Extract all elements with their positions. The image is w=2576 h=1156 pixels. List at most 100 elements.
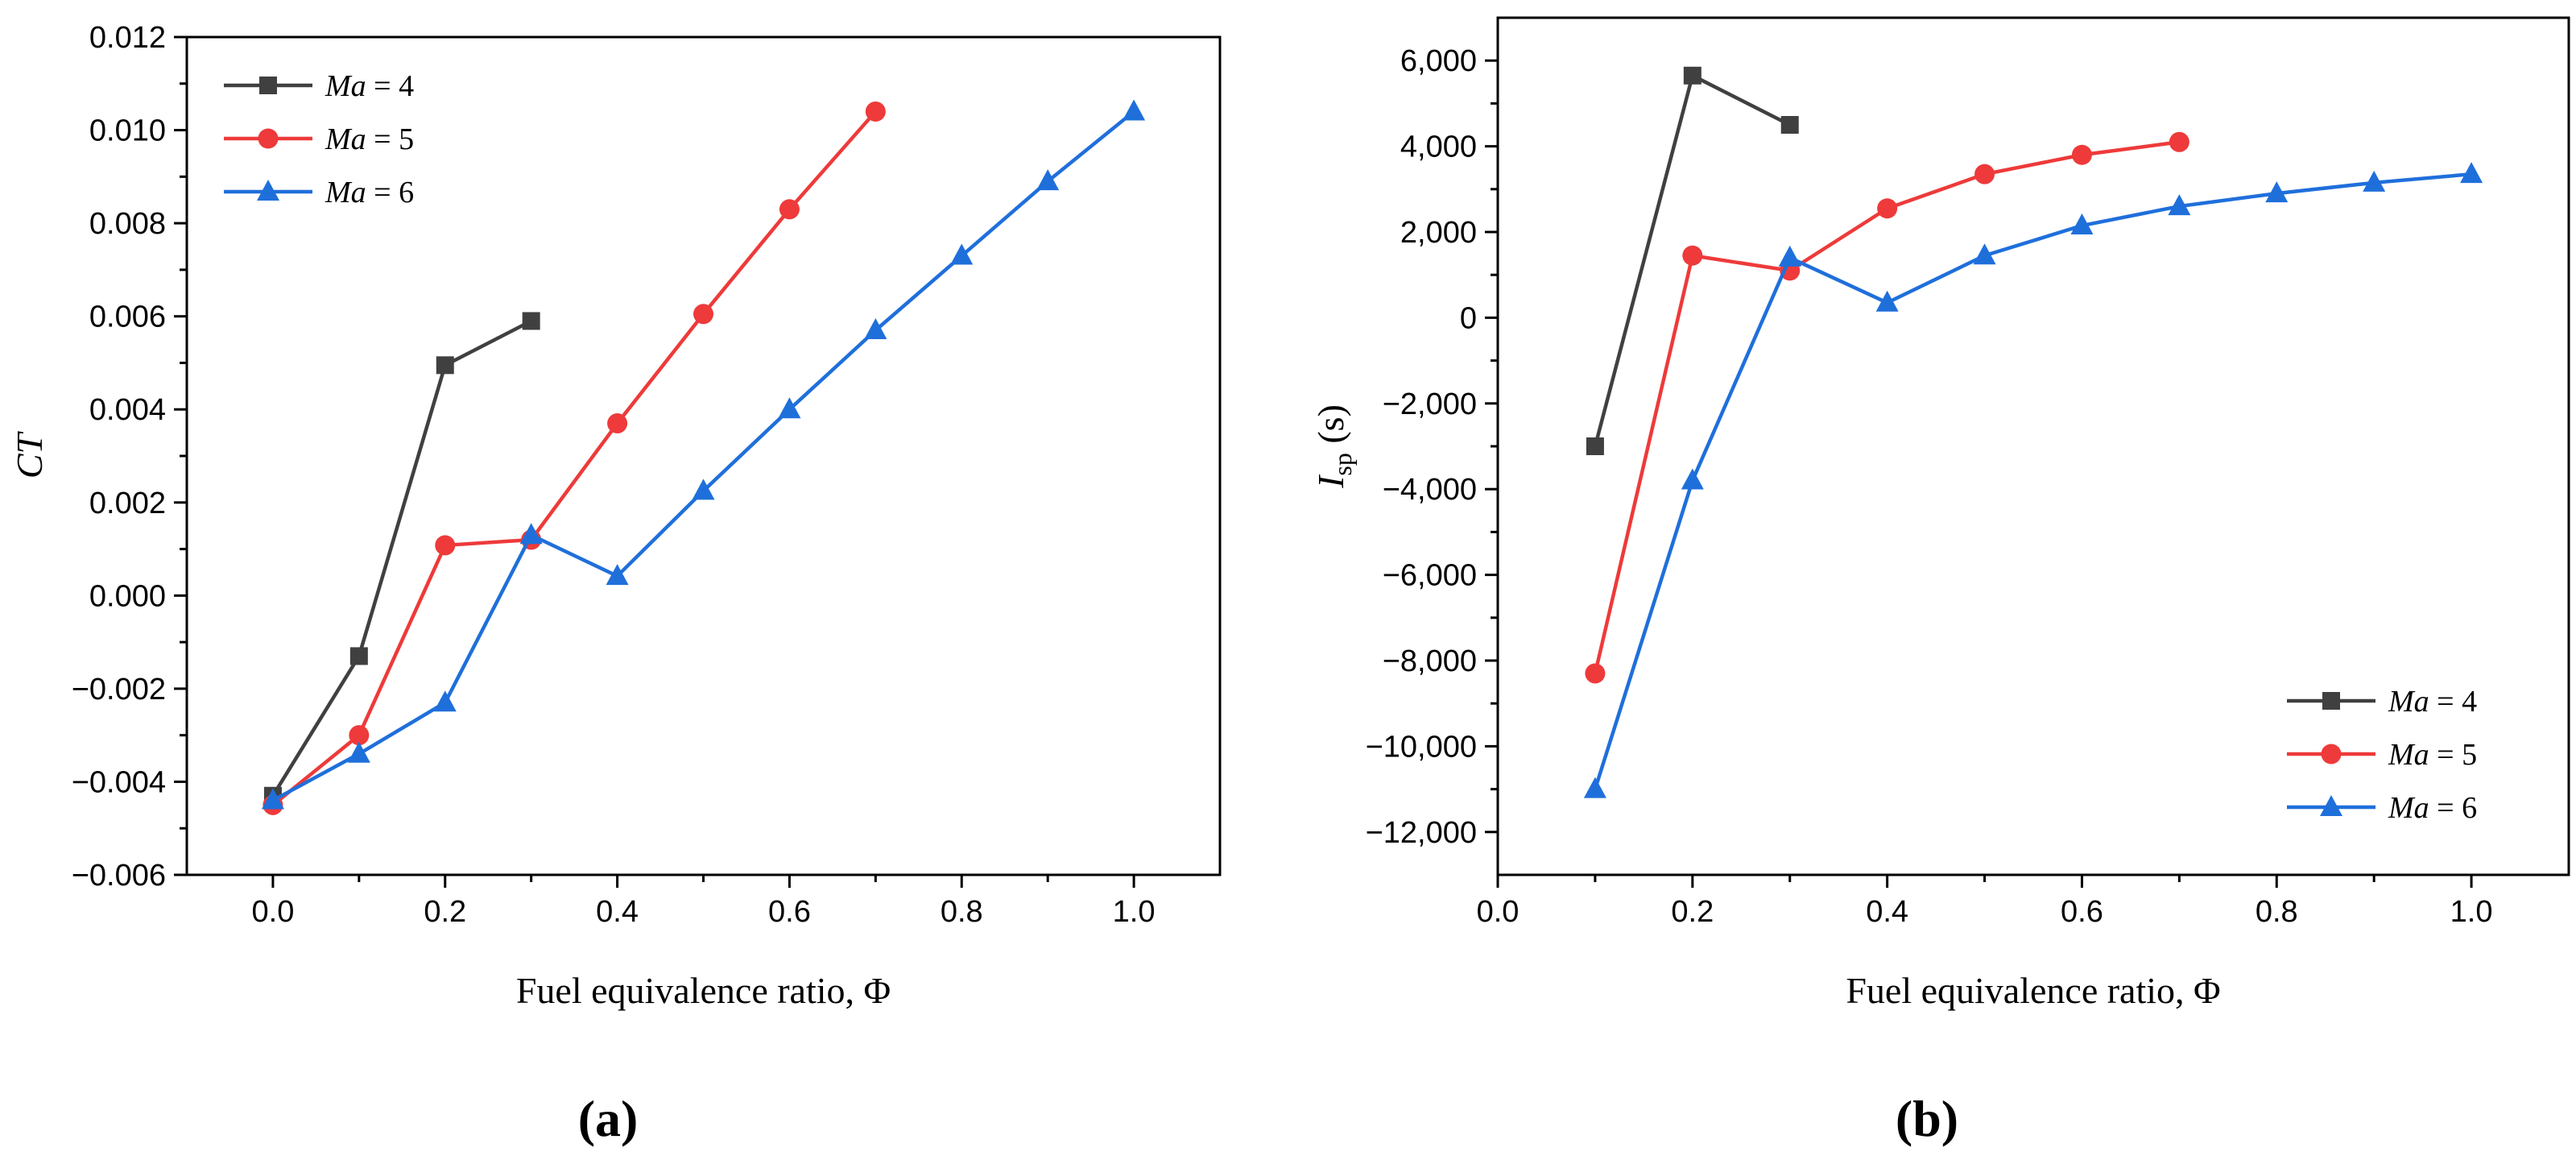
data-point-b-square — [1683, 66, 1701, 85]
x-tick-label-a: 0.0 — [252, 895, 295, 929]
data-point-b-triangle — [2265, 181, 2289, 203]
legend-marker-a — [257, 180, 279, 201]
data-point-a-triangle — [778, 397, 801, 419]
data-point-b-triangle — [2460, 162, 2483, 184]
y-tick-label-b: 2,000 — [1400, 216, 1477, 250]
x-tick-label-a: 1.0 — [1113, 895, 1156, 929]
x-tick-label-a: 0.4 — [596, 895, 639, 929]
y-tick-label-a: 0.006 — [89, 300, 166, 334]
x-tick-label-b: 1.0 — [2450, 895, 2493, 929]
series-line-a-circle — [271, 110, 878, 807]
data-point-a-triangle — [519, 523, 543, 545]
y-tick-label-b: −4,000 — [1383, 473, 1477, 507]
legend-label-var: Ma — [2388, 791, 2429, 825]
legend-label-b: Ma = 6 — [2388, 791, 2477, 825]
y-tick-label-b: −2,000 — [1383, 387, 1477, 421]
series-line-b-triangle — [1593, 172, 2472, 790]
legend-label-eq: = 6 — [2429, 791, 2477, 825]
y-tick-label-a: 0.010 — [89, 114, 166, 148]
legend-label-var: Ma — [325, 122, 366, 156]
y-tick-label-a: 0.002 — [89, 487, 166, 520]
legend-label-b: Ma = 4 — [2388, 685, 2477, 719]
x-tick-label-b: 0.0 — [1477, 895, 1520, 929]
data-point-a-triangle — [1036, 169, 1060, 191]
legend-marker-b — [2321, 744, 2342, 764]
x-tick-label-a: 0.8 — [941, 895, 983, 929]
data-point-a-circle — [607, 413, 628, 434]
y-tick-label-b: 0 — [1460, 301, 1477, 335]
x-tick-label-a: 0.2 — [424, 895, 466, 929]
legend-marker-b — [2320, 795, 2342, 816]
y-tick-label-b: 4,000 — [1400, 131, 1477, 164]
legend-label-var: Ma — [325, 69, 366, 103]
legend-label-b: Ma = 5 — [2388, 738, 2477, 772]
legend-label-var: Ma — [325, 176, 366, 209]
data-point-b-triangle — [1778, 245, 1801, 267]
data-point-a-square — [349, 647, 368, 665]
series-line-a-square — [271, 319, 532, 797]
legend-label-eq: = 4 — [2429, 685, 2477, 719]
legend-label-a: Ma = 4 — [325, 69, 414, 103]
legend-label-eq: = 5 — [2429, 738, 2477, 772]
y-tick-label-b: −10,000 — [1366, 730, 1477, 764]
data-point-a-triangle — [692, 479, 715, 500]
data-point-b-circle — [1585, 663, 1606, 684]
data-point-a-circle — [349, 725, 370, 746]
data-point-a-square — [522, 312, 540, 330]
data-point-a-triangle — [261, 788, 284, 810]
y-tick-label-a: 0.004 — [89, 393, 166, 427]
legend-marker-a — [259, 77, 277, 94]
y-axis-title-main: I — [1310, 474, 1351, 489]
data-point-b-triangle — [2363, 170, 2386, 192]
data-point-b-circle — [2071, 144, 2092, 165]
data-point-b-triangle — [2070, 213, 2094, 235]
x-tick-label-b: 0.8 — [2256, 895, 2298, 929]
legend-label-eq: = 6 — [366, 176, 414, 209]
legend-label-a: Ma = 6 — [325, 176, 414, 209]
legend-label-var: Ma — [2388, 738, 2429, 772]
data-point-a-triangle — [950, 243, 974, 265]
y-tick-label-a: −0.006 — [72, 859, 166, 893]
legend-label-var: Ma — [2388, 685, 2429, 719]
y-tick-label-a: −0.004 — [72, 765, 166, 799]
legend-marker-b — [2322, 692, 2340, 710]
x-tick-label-a: 0.6 — [768, 895, 811, 929]
data-point-b-triangle — [1583, 777, 1606, 798]
legend-label-eq: = 5 — [366, 122, 414, 156]
series-line-b-circle — [1593, 140, 2180, 674]
data-point-b-circle — [1974, 164, 1995, 184]
y-tick-label-b: 6,000 — [1400, 44, 1477, 78]
x-tick-label-b: 0.2 — [1671, 895, 1714, 929]
data-point-a-circle — [435, 535, 456, 556]
data-point-b-triangle — [1875, 290, 1899, 312]
y-tick-label-a: −0.002 — [72, 673, 166, 706]
data-point-a-triangle — [433, 690, 457, 712]
data-point-a-circle — [779, 199, 800, 220]
x-axis-title-b: Fuel equivalence ratio, Φ — [1846, 970, 2220, 1011]
data-point-b-circle — [1877, 198, 1898, 219]
y-tick-label-b: −6,000 — [1383, 559, 1477, 593]
y-axis-title-unit: (s) — [1310, 404, 1351, 453]
panel-label-a: (a) — [578, 1090, 639, 1147]
y-tick-label-b: −8,000 — [1383, 644, 1477, 678]
data-point-b-circle — [1682, 245, 1703, 266]
data-point-a-triangle — [606, 564, 629, 586]
data-point-b-circle — [2169, 131, 2189, 152]
x-axis-title-a: Fuel equivalence ratio, Φ — [516, 970, 891, 1011]
legend-label-a: Ma = 5 — [325, 122, 414, 156]
data-point-b-triangle — [1973, 243, 1996, 265]
series-line-a-triangle — [271, 110, 1135, 802]
data-point-a-triangle — [1123, 99, 1146, 121]
y-axis-title-b: Isp (s) — [1310, 404, 1357, 489]
data-point-b-square — [1780, 116, 1799, 134]
legend-marker-a — [258, 128, 279, 149]
data-point-a-circle — [693, 304, 713, 325]
legend-label-eq: = 4 — [366, 69, 414, 103]
y-tick-label-b: −12,000 — [1366, 816, 1477, 850]
y-tick-label-a: 0.008 — [89, 207, 166, 241]
data-point-a-triangle — [864, 318, 887, 339]
data-point-b-triangle — [1681, 468, 1704, 490]
x-tick-label-b: 0.4 — [1866, 895, 1908, 929]
chart-panel-a: 0.0 0.2 0.4 0.6 0.8 1.0 −0.006 −0.004 −0.002 0.00… — [9, 21, 1222, 1147]
